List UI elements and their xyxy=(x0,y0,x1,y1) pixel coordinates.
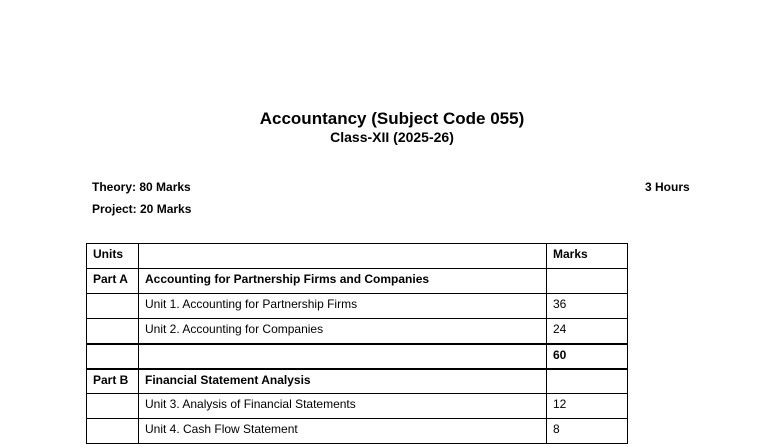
table-row: Part B Financial Statement Analysis xyxy=(86,367,628,394)
row-unit: Part A xyxy=(86,268,139,294)
row-title: Unit 4. Cash Flow Statement xyxy=(138,418,547,444)
row-marks: 60 xyxy=(546,342,628,369)
row-unit xyxy=(86,342,139,369)
row-title: Unit 2. Accounting for Companies xyxy=(138,318,547,344)
row-marks: 24 xyxy=(546,318,628,344)
row-marks xyxy=(546,367,628,394)
row-marks: 8 xyxy=(546,418,628,444)
table-row: Unit 4. Cash Flow Statement 8 xyxy=(86,418,628,444)
row-unit: Part B xyxy=(86,367,139,394)
row-unit xyxy=(86,293,139,319)
project-marks: Project: 20 Marks xyxy=(92,202,192,216)
row-title: Financial Statement Analysis xyxy=(138,367,547,394)
row-unit xyxy=(86,418,139,444)
header-title xyxy=(138,243,547,269)
table-row: Unit 1. Accounting for Partnership Firms… xyxy=(86,293,628,319)
row-marks xyxy=(546,268,628,294)
theory-marks: Theory: 80 Marks xyxy=(92,180,191,194)
table-row: Part A Accounting for Partnership Firms … xyxy=(86,268,628,294)
table-header-row: Units Marks xyxy=(86,243,628,269)
row-unit xyxy=(86,318,139,344)
row-title: Unit 3. Analysis of Financial Statements xyxy=(138,393,547,419)
header-units: Units xyxy=(86,243,139,269)
table-row: Unit 2. Accounting for Companies 24 xyxy=(86,318,628,344)
header-marks: Marks xyxy=(546,243,628,269)
row-title: Accounting for Partnership Firms and Com… xyxy=(138,268,547,294)
document-title: Accountancy (Subject Code 055) xyxy=(259,109,525,128)
document-subtitle: Class-XII (2025-26) xyxy=(330,129,454,145)
row-unit xyxy=(86,393,139,419)
row-title: Unit 1. Accounting for Partnership Firms xyxy=(138,293,547,319)
row-title xyxy=(138,342,547,369)
table-row: Unit 3. Analysis of Financial Statements… xyxy=(86,393,628,419)
marks-table: Units Marks Part A Accounting for Partne… xyxy=(86,243,628,444)
row-marks: 36 xyxy=(546,293,628,319)
row-marks: 12 xyxy=(546,393,628,419)
subtotal-row: 60 xyxy=(86,342,628,369)
duration: 3 Hours xyxy=(645,180,690,194)
